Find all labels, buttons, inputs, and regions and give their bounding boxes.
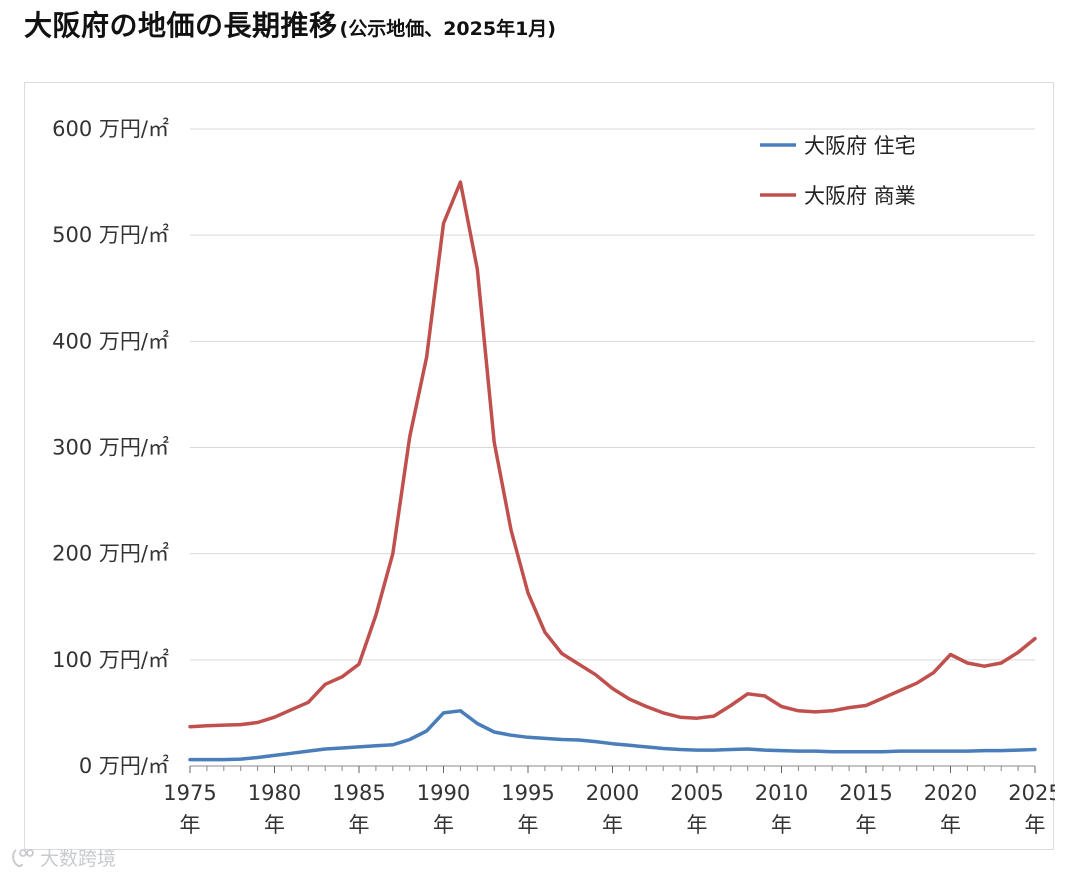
- y-tick-label-0: 0 万円/㎡: [79, 754, 169, 778]
- y-tick-label-200: 200 万円/㎡: [52, 542, 169, 566]
- x-tick-label-1990: 1990: [417, 781, 470, 805]
- y-tick-label-300: 300 万円/㎡: [52, 436, 169, 460]
- x-tick-unit-2020: 年: [940, 813, 961, 837]
- bubble-logo-icon: [12, 848, 34, 867]
- y-tick-label-400: 400 万円/㎡: [52, 329, 169, 353]
- watermark-text: 大数跨境: [40, 848, 117, 870]
- chart-title-row: 大阪府の地価の長期推移 (公示地価、2025年1月): [24, 4, 556, 44]
- series-lines: [188, 180, 1037, 762]
- x-tick-label-2015: 2015: [839, 781, 892, 805]
- x-tick-label-2010: 2010: [755, 781, 808, 805]
- x-tick-label-1995: 1995: [501, 781, 554, 805]
- x-tick-unit-1990: 年: [433, 813, 454, 837]
- y-axis: 0 万円/㎡ 100 万円/㎡ 200 万円/㎡ 300 万円/㎡ 400 万円/㎡ 50…: [52, 117, 169, 778]
- y-tick-label-600: 600 万円/㎡: [52, 117, 169, 141]
- x-tick-unit-2010: 年: [771, 813, 792, 837]
- x-tick-unit-2005: 年: [687, 813, 708, 837]
- x-tick-unit-1975: 年: [180, 813, 201, 837]
- legend-label-0: 大阪府 住宅: [804, 134, 916, 158]
- x-axis: 1975 年 1980 年 1985 年 1990 年 1995 年 2000 年 2005 年 2010 年…: [163, 765, 1055, 837]
- watermark: 大数跨境: [10, 844, 116, 871]
- chart-frame: 0 万円/㎡ 100 万円/㎡ 200 万円/㎡ 300 万円/㎡ 400 万円/㎡ 50…: [24, 82, 1055, 850]
- x-tick-label-2025: 2025: [1008, 781, 1055, 805]
- x-tick-label-2020: 2020: [924, 781, 977, 805]
- x-tick-label-1975: 1975: [163, 781, 216, 805]
- x-tick-unit-1995: 年: [518, 813, 539, 837]
- legend-label-1: 大阪府 商業: [804, 184, 916, 208]
- x-tick-label-1980: 1980: [248, 781, 301, 805]
- series-line-0: [188, 709, 1037, 762]
- x-tick-label-2000: 2000: [586, 781, 639, 805]
- gridlines: [190, 128, 1035, 661]
- x-tick-label-2005: 2005: [670, 781, 723, 805]
- chart-title: 大阪府の地価の長期推移: [24, 9, 338, 42]
- series-line-1: [188, 180, 1037, 729]
- x-tick-unit-2000: 年: [602, 813, 623, 837]
- chart-subtitle: (公示地価、2025年1月): [339, 18, 556, 40]
- x-tick-unit-2025: 年: [1025, 813, 1046, 837]
- x-tick-unit-1985: 年: [349, 813, 370, 837]
- x-tick-unit-2015: 年: [856, 813, 877, 837]
- x-tick-label-1985: 1985: [332, 781, 385, 805]
- line-chart: 0 万円/㎡ 100 万円/㎡ 200 万円/㎡ 300 万円/㎡ 400 万円/㎡ 50…: [52, 117, 1055, 837]
- x-tick-unit-1980: 年: [264, 813, 285, 837]
- y-tick-label-500: 500 万円/㎡: [52, 223, 169, 247]
- y-tick-label-100: 100 万円/㎡: [52, 648, 169, 672]
